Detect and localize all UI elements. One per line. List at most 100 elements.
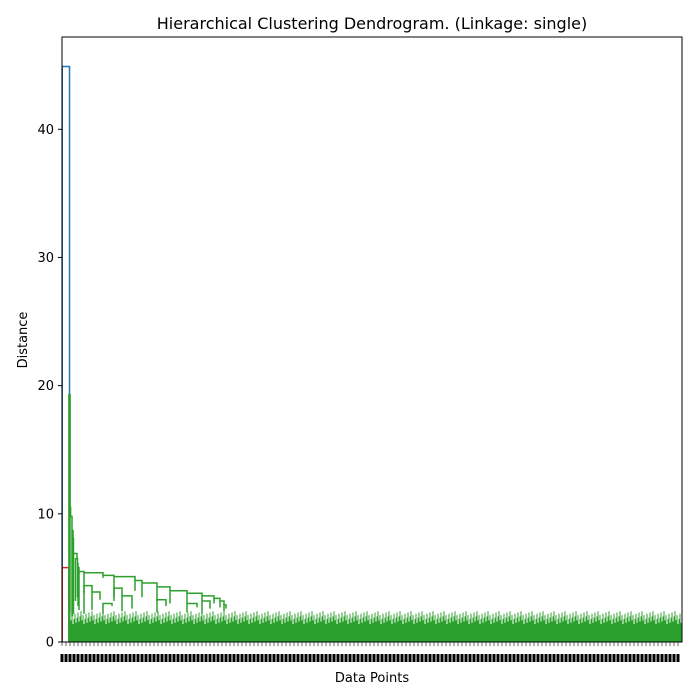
x-tick-label-glyph bbox=[676, 654, 680, 662]
x-tick-label-glyph bbox=[656, 654, 660, 662]
branch-8-1 bbox=[71, 537, 75, 617]
x-tick-label-glyph bbox=[460, 654, 464, 662]
x-tick-label-glyph bbox=[180, 654, 184, 662]
x-tick-label-glyph bbox=[224, 654, 228, 662]
branch-5-4 bbox=[83, 572, 104, 594]
y-tick-label: 30 bbox=[37, 251, 54, 266]
x-tick-label-glyph bbox=[664, 654, 668, 662]
x-tick-label-glyph bbox=[408, 654, 412, 662]
x-tick-label-glyph bbox=[532, 654, 536, 662]
x-tick-label-glyph bbox=[116, 654, 120, 662]
x-tick-label-glyph bbox=[112, 654, 116, 662]
x-tick-label-glyph bbox=[64, 654, 68, 662]
x-tick-label-glyph bbox=[512, 654, 516, 662]
x-tick-label-glyph bbox=[672, 654, 676, 662]
x-tick-label-glyph bbox=[320, 654, 324, 662]
x-tick-label-glyph bbox=[376, 654, 380, 662]
x-tick-label-glyph bbox=[332, 654, 336, 662]
x-tick-label-glyph bbox=[88, 654, 92, 662]
x-tick-label-glyph bbox=[624, 654, 628, 662]
x-tick-label-glyph bbox=[516, 654, 520, 662]
x-tick-label-glyph bbox=[104, 654, 108, 662]
x-tick-label-glyph bbox=[216, 654, 220, 662]
y-axis-ticks: 0 10 20 30 40 bbox=[37, 123, 62, 651]
branch-5-8 bbox=[77, 566, 80, 607]
x-tick-label-glyph bbox=[468, 654, 472, 662]
x-tick-label-glyph bbox=[124, 654, 128, 662]
branch-5-1 bbox=[113, 575, 136, 598]
x-tick-label-glyph bbox=[592, 654, 596, 662]
x-tick-label-glyph bbox=[476, 654, 480, 662]
x-tick-label-glyph bbox=[560, 654, 564, 662]
branch-3-6 bbox=[201, 595, 215, 601]
x-tick-label-glyph bbox=[192, 654, 196, 662]
x-tick-label-glyph bbox=[548, 654, 552, 662]
x-tick-label-glyph bbox=[248, 654, 252, 662]
y-axis-label: Distance bbox=[16, 312, 31, 369]
chart-title: Hierarchical Clustering Dendrogram. (Lin… bbox=[157, 14, 587, 33]
x-tick-label-glyph bbox=[348, 654, 352, 662]
x-tick-label-glyph bbox=[388, 654, 392, 662]
x-tick-label-glyph bbox=[536, 654, 540, 662]
x-tick-label-glyph bbox=[68, 654, 72, 662]
x-tick-label-glyph bbox=[264, 654, 268, 662]
x-tick-label-glyph bbox=[440, 654, 444, 662]
x-tick-label-glyph bbox=[456, 654, 460, 662]
x-tick-label-glyph bbox=[576, 654, 580, 662]
x-tick-label-glyph bbox=[280, 654, 284, 662]
x-tick-label-glyph bbox=[448, 654, 452, 662]
x-tick-label-glyph bbox=[588, 654, 592, 662]
small-cluster-link bbox=[61, 566, 70, 642]
x-tick-label-glyph bbox=[556, 654, 560, 662]
x-tick-label-glyph bbox=[212, 654, 216, 662]
sub-right-c bbox=[201, 600, 211, 614]
x-tick-label-glyph bbox=[156, 654, 160, 662]
x-tick-label-glyph bbox=[188, 654, 192, 662]
x-tick-label-glyph bbox=[292, 654, 296, 662]
x-tick-label-glyph bbox=[228, 654, 232, 662]
x-tick-label-glyph bbox=[196, 654, 200, 662]
x-tick-label-glyph bbox=[520, 654, 524, 662]
sub-mid-a bbox=[102, 602, 113, 614]
x-tick-label-glyph bbox=[128, 654, 132, 662]
x-tick-label-glyph bbox=[168, 654, 172, 662]
x-tick-label-glyph bbox=[416, 654, 420, 662]
x-tick-label-glyph bbox=[392, 654, 396, 662]
x-tick-label-glyph bbox=[668, 654, 672, 662]
sub-right-b bbox=[186, 602, 198, 613]
x-tick-label-glyph bbox=[140, 654, 144, 662]
x-tick-label-glyph bbox=[436, 654, 440, 662]
x-tick-label-glyph bbox=[284, 654, 288, 662]
x-tick-label-glyph bbox=[356, 654, 360, 662]
sub-left-b bbox=[91, 591, 101, 610]
x-tick-label-glyph bbox=[628, 654, 632, 662]
branch-9-8 bbox=[69, 515, 73, 613]
x-tick-label-glyph bbox=[152, 654, 156, 662]
x-tick-label-glyph bbox=[344, 654, 348, 662]
x-tick-label-glyph bbox=[240, 654, 244, 662]
x-tick-label-glyph bbox=[108, 654, 112, 662]
sub-mid-c bbox=[121, 595, 133, 612]
x-tick-label-glyph bbox=[316, 654, 320, 662]
x-tick-label-glyph bbox=[352, 654, 356, 662]
x-tick-label-glyph bbox=[616, 654, 620, 662]
x-tick-label-glyph bbox=[480, 654, 484, 662]
x-tick-label-glyph bbox=[444, 654, 448, 662]
x-tick-label-glyph bbox=[80, 654, 84, 662]
x-tick-label-glyph bbox=[524, 654, 528, 662]
x-tick-label-glyph bbox=[252, 654, 256, 662]
x-tick-label-glyph bbox=[160, 654, 164, 662]
x-tick-label-glyph bbox=[336, 654, 340, 662]
branch-4-0 bbox=[169, 589, 188, 604]
x-tick-label-glyph bbox=[412, 654, 416, 662]
x-tick-label-glyph bbox=[660, 654, 664, 662]
dendrogram-links bbox=[61, 65, 227, 642]
x-tick-label-glyph bbox=[396, 654, 400, 662]
branch-2-9 bbox=[223, 604, 227, 612]
branch-6-9 bbox=[72, 552, 78, 614]
sub-right-a bbox=[156, 598, 167, 613]
x-axis-label: Data Points bbox=[335, 671, 409, 686]
x-tick-label-glyph bbox=[204, 654, 208, 662]
x-tick-label-glyph bbox=[144, 654, 148, 662]
